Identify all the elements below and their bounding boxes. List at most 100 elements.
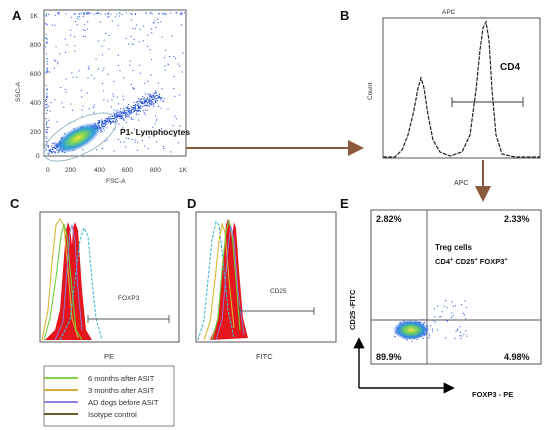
event-dot bbox=[123, 118, 125, 120]
event-dot bbox=[154, 20, 156, 22]
event-dot bbox=[99, 120, 101, 122]
event-dot bbox=[163, 130, 165, 132]
event-dot bbox=[70, 29, 72, 31]
event-dot bbox=[81, 12, 83, 14]
quadrant-tr-e: 2.33% bbox=[504, 214, 530, 224]
event-dot bbox=[149, 93, 151, 95]
event-dot bbox=[152, 126, 154, 128]
event-dot bbox=[45, 37, 47, 39]
event-dot bbox=[98, 12, 100, 14]
event-dot bbox=[112, 115, 114, 117]
event-dot bbox=[45, 141, 47, 143]
event-dot bbox=[139, 99, 141, 101]
event-dot bbox=[113, 117, 115, 119]
event-dot bbox=[143, 100, 145, 102]
event-dot bbox=[87, 77, 89, 79]
event-dot bbox=[130, 106, 132, 108]
event-dot bbox=[112, 121, 114, 123]
event-dot bbox=[179, 65, 181, 67]
event-dot bbox=[54, 151, 56, 153]
event-dot bbox=[157, 97, 159, 99]
event-dot bbox=[58, 13, 60, 15]
event-dot bbox=[175, 135, 177, 137]
event-dot bbox=[45, 131, 47, 133]
event-dot bbox=[46, 103, 48, 105]
event-dot bbox=[116, 112, 118, 114]
event-dot bbox=[132, 108, 134, 110]
event-dot bbox=[175, 118, 177, 120]
event-dot bbox=[125, 107, 127, 109]
event-dot bbox=[151, 13, 153, 15]
quadrant-bl-e: 89.9% bbox=[376, 352, 402, 362]
treg-title-e: Treg cells bbox=[435, 243, 472, 252]
event-dot bbox=[157, 82, 159, 84]
event-dot bbox=[82, 105, 84, 107]
panel-a: A 1K 800 600 400 200 0 0 200 400 600 800… bbox=[12, 8, 190, 185]
event-dot bbox=[116, 13, 118, 15]
event-dot bbox=[130, 117, 132, 119]
event-dot bbox=[140, 107, 142, 109]
event-dot bbox=[97, 122, 99, 124]
event-dot bbox=[128, 43, 130, 45]
event-dot bbox=[167, 108, 169, 110]
event-dot bbox=[47, 71, 49, 73]
event-dot bbox=[428, 337, 430, 339]
event-dot bbox=[126, 113, 128, 115]
event-dot bbox=[48, 149, 50, 151]
event-dot bbox=[45, 84, 47, 86]
event-dot bbox=[156, 92, 158, 94]
event-dot bbox=[85, 12, 87, 14]
event-dot bbox=[151, 97, 153, 99]
event-dot bbox=[90, 12, 92, 14]
event-dot bbox=[99, 21, 101, 23]
event-dot bbox=[88, 108, 90, 110]
event-dot bbox=[165, 13, 167, 15]
panel-letter-d: D bbox=[187, 196, 196, 211]
event-dot bbox=[133, 88, 135, 90]
event-dot bbox=[100, 13, 102, 15]
event-dot bbox=[101, 45, 103, 47]
event-dot bbox=[465, 330, 467, 332]
event-dot bbox=[105, 119, 107, 121]
event-dot bbox=[45, 150, 47, 152]
event-dot bbox=[95, 149, 97, 151]
event-dot bbox=[144, 93, 146, 95]
event-dot bbox=[141, 139, 143, 141]
plot-frame-b bbox=[382, 17, 541, 159]
event-dot bbox=[134, 107, 136, 109]
event-dot bbox=[86, 13, 88, 15]
event-dot bbox=[121, 13, 123, 15]
x-tick-a: 200 bbox=[65, 167, 76, 174]
event-dot bbox=[102, 70, 104, 72]
event-dot bbox=[131, 139, 133, 141]
event-dot bbox=[45, 118, 47, 120]
event-dot bbox=[79, 13, 81, 15]
event-dot bbox=[77, 18, 79, 20]
event-dot bbox=[125, 116, 127, 118]
event-dot bbox=[140, 98, 142, 100]
event-dot bbox=[124, 110, 126, 112]
event-dot bbox=[163, 13, 165, 15]
event-dot bbox=[95, 12, 97, 14]
event-dot bbox=[158, 96, 160, 98]
event-dot bbox=[148, 101, 150, 103]
legend-label: 6 months after ASIT bbox=[88, 374, 155, 383]
event-dot bbox=[111, 20, 113, 22]
trace-3m-d bbox=[203, 221, 235, 341]
event-dot bbox=[46, 121, 48, 123]
event-dot bbox=[52, 151, 54, 153]
event-dot bbox=[451, 312, 453, 314]
event-dot bbox=[125, 121, 127, 123]
event-dot bbox=[135, 13, 137, 15]
event-dot bbox=[164, 57, 166, 59]
event-dot bbox=[161, 88, 163, 90]
event-dot bbox=[163, 98, 165, 100]
event-dot bbox=[117, 115, 119, 117]
event-dot bbox=[49, 150, 51, 152]
panel-letter-c: C bbox=[10, 196, 20, 211]
event-dot bbox=[117, 112, 119, 114]
event-dot bbox=[139, 28, 141, 30]
event-dot bbox=[117, 115, 119, 117]
event-dot bbox=[153, 22, 155, 24]
event-dot bbox=[135, 114, 137, 116]
